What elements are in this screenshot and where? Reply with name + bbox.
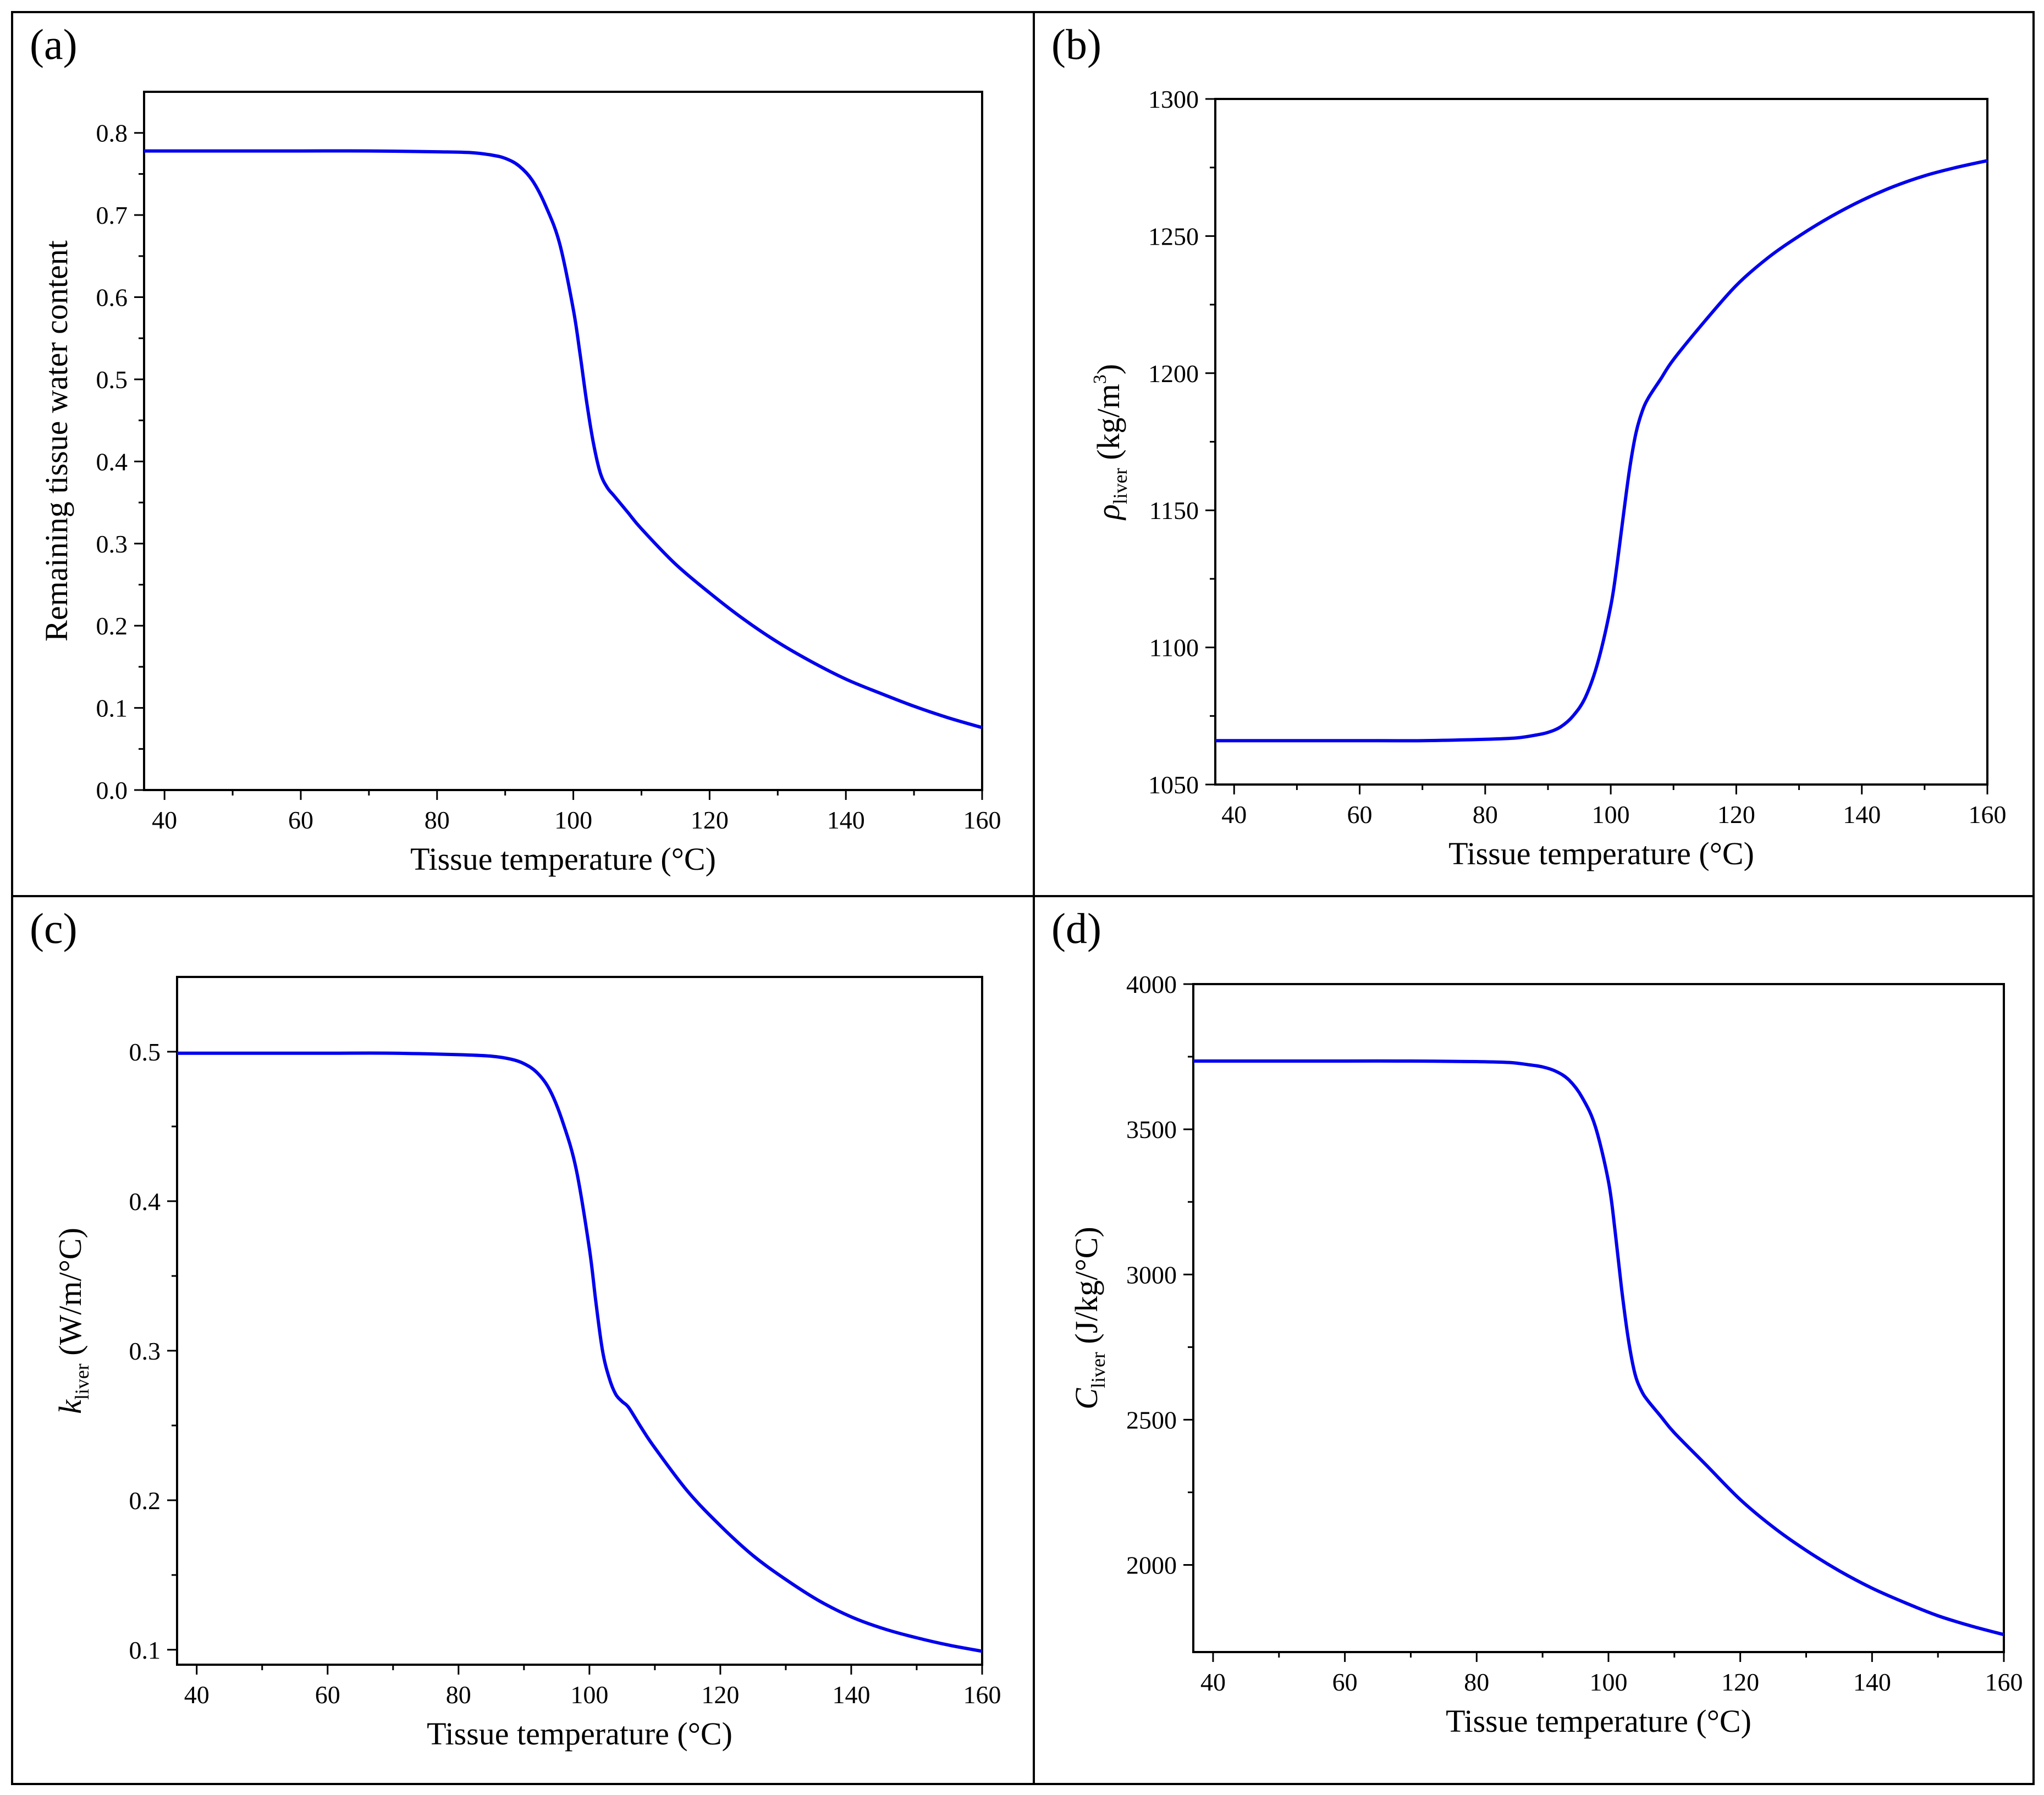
y-tick-label-d-4: 4000: [1126, 970, 1177, 998]
panel-border-c: [11, 895, 1035, 1785]
y-tick-label-b-2: 1150: [1149, 496, 1199, 524]
y-axis-title-subscript-c: liver: [71, 1363, 93, 1400]
y-axis-title-symbol-c: k: [52, 1399, 88, 1414]
series-line-a-0: [144, 149, 983, 730]
x-axis-title-b: Tissue temperature (°C): [1448, 836, 1754, 871]
x-tick-label-d-160: 160: [1985, 1668, 2023, 1696]
y-tick-label-a-3: 0.3: [96, 530, 128, 558]
y-tick-label-a-5: 0.5: [96, 366, 128, 394]
plot-frame-c: [176, 976, 983, 1666]
y-axis-title-unit-b: (kg/m: [1090, 384, 1126, 468]
x-tick-label-c-140: 140: [832, 1681, 870, 1709]
x-tick-label-a-160: 160: [963, 806, 1001, 834]
y-tick-label-c-2: 0.3: [129, 1337, 161, 1365]
y-tick-label-c-4: 0.5: [129, 1038, 161, 1066]
x-tick-label-b-60: 60: [1347, 800, 1373, 829]
y-tick-label-a-8: 0.8: [96, 119, 128, 147]
y-tick-label-d-2: 3000: [1126, 1261, 1177, 1289]
y-tick-label-a-2: 0.2: [96, 612, 128, 640]
x-tick-label-a-60: 60: [288, 806, 313, 834]
x-tick-label-b-80: 80: [1473, 800, 1498, 829]
x-tick-label-d-80: 80: [1464, 1668, 1489, 1696]
x-tick-label-b-40: 40: [1221, 800, 1247, 829]
panel-border-a: [11, 11, 1035, 897]
x-tick-label-d-120: 120: [1721, 1668, 1759, 1696]
x-tick-label-a-140: 140: [827, 806, 865, 834]
x-tick-label-d-100: 100: [1589, 1668, 1627, 1696]
chart-panel-c: (c) 40 60 80 100 120 140 160 0.1 0.2 0.3 0.4 0.5 Tiss…: [30, 904, 1001, 1752]
y-axis-title-b: ρliver (kg/m3): [1090, 364, 1131, 521]
x-tick-label-b-160: 160: [1969, 800, 2007, 829]
x-tick-label-a-120: 120: [691, 806, 729, 834]
x-tick-label-c-80: 80: [446, 1681, 471, 1709]
x-tick-label-b-140: 140: [1843, 800, 1881, 829]
chart-panel-b: (b) 40 60 80 100 120 140 160 1050 1100 1150 1200 125…: [1051, 20, 2007, 871]
y-axis-title-a: Remaining tissue water content: [38, 240, 74, 642]
y-axis-title-unit-d: (J/kg/°C): [1068, 1227, 1104, 1352]
y-axis-title-d: Cliver (J/kg/°C): [1068, 1227, 1109, 1409]
y-axis-title-subscript-b: liver: [1109, 468, 1131, 504]
x-tick-label-c-40: 40: [184, 1681, 210, 1709]
y-tick-label-c-0: 0.1: [129, 1636, 161, 1664]
y-axis-title-superscript-b: 3: [1090, 374, 1110, 384]
y-axis-title-subscript-d: liver: [1087, 1352, 1109, 1388]
x-tick-label-b-120: 120: [1717, 800, 1755, 829]
panel-border-d: [1033, 895, 2035, 1785]
x-axis-title-a: Tissue temperature (°C): [410, 841, 716, 877]
y-tick-label-a-7: 0.7: [96, 201, 128, 229]
panel-border-b: [1033, 11, 2035, 897]
y-tick-label-b-3: 1200: [1148, 360, 1199, 388]
y-tick-label-d-1: 2500: [1126, 1406, 1177, 1434]
y-tick-label-a-0: 0.0: [96, 776, 128, 804]
y-axis-title-symbol-a: Remaining tissue water content: [38, 240, 74, 642]
panel-label-c: (c): [30, 904, 78, 952]
series-line-d-0: [1193, 1059, 2004, 1637]
x-tick-label-a-100: 100: [554, 806, 592, 834]
x-tick-label-c-120: 120: [701, 1681, 739, 1709]
x-tick-label-d-140: 140: [1853, 1668, 1891, 1696]
plot-frame-a: [143, 91, 983, 791]
y-tick-label-b-5: 1300: [1148, 85, 1199, 113]
y-tick-label-b-0: 1050: [1148, 771, 1199, 799]
series-line-c-0: [177, 1051, 983, 1653]
x-tick-label-c-160: 160: [963, 1681, 1001, 1709]
y-axis-title-symbol-d: C: [1068, 1388, 1104, 1410]
y-axis-title-unit-c: (W/m/°C): [52, 1228, 88, 1363]
x-tick-label-a-80: 80: [425, 806, 450, 834]
x-axis-title-d: Tissue temperature (°C): [1446, 1703, 1751, 1739]
x-tick-label-d-60: 60: [1332, 1668, 1358, 1696]
panel-label-b: (b): [1051, 20, 1101, 68]
x-tick-label-a-40: 40: [152, 806, 177, 834]
panel-label-a: (a): [30, 20, 78, 68]
x-axis-title-c: Tissue temperature (°C): [427, 1716, 732, 1752]
chart-panel-a: (a) 40 60 80 100 120 140 160 0.0 0.1 0.2 0.3 0.4 0.5 0…: [30, 20, 1001, 877]
y-tick-label-b-1: 1100: [1149, 634, 1199, 662]
chart-panel-d: (d) 40 60 80 100 120 140 160 2000 2500 3000 3500 400…: [1051, 904, 2023, 1739]
y-tick-label-a-4: 0.4: [96, 448, 128, 476]
series-line-b-0: [1215, 159, 1988, 743]
y-axis-title-symbol-b: ρ: [1090, 504, 1126, 521]
x-tick-label-d-40: 40: [1200, 1668, 1226, 1696]
panel-label-d: (d): [1051, 904, 1101, 952]
y-tick-label-a-6: 0.6: [96, 284, 128, 312]
y-tick-label-c-3: 0.4: [129, 1188, 161, 1216]
x-tick-label-c-100: 100: [570, 1681, 608, 1709]
y-tick-label-d-3: 3500: [1126, 1115, 1177, 1144]
x-tick-label-b-100: 100: [1592, 800, 1630, 829]
y-tick-label-d-0: 2000: [1126, 1551, 1177, 1579]
plot-frame-d: [1192, 983, 2005, 1653]
plot-frame-b: [1214, 98, 1988, 786]
y-tick-label-a-1: 0.1: [96, 694, 128, 722]
x-tick-label-c-60: 60: [315, 1681, 340, 1709]
y-axis-title-end-b: ): [1090, 364, 1126, 374]
y-axis-title-c: kliver (W/m/°C): [52, 1228, 93, 1414]
y-tick-label-b-4: 1250: [1148, 222, 1199, 250]
y-tick-label-c-1: 0.2: [129, 1487, 161, 1515]
